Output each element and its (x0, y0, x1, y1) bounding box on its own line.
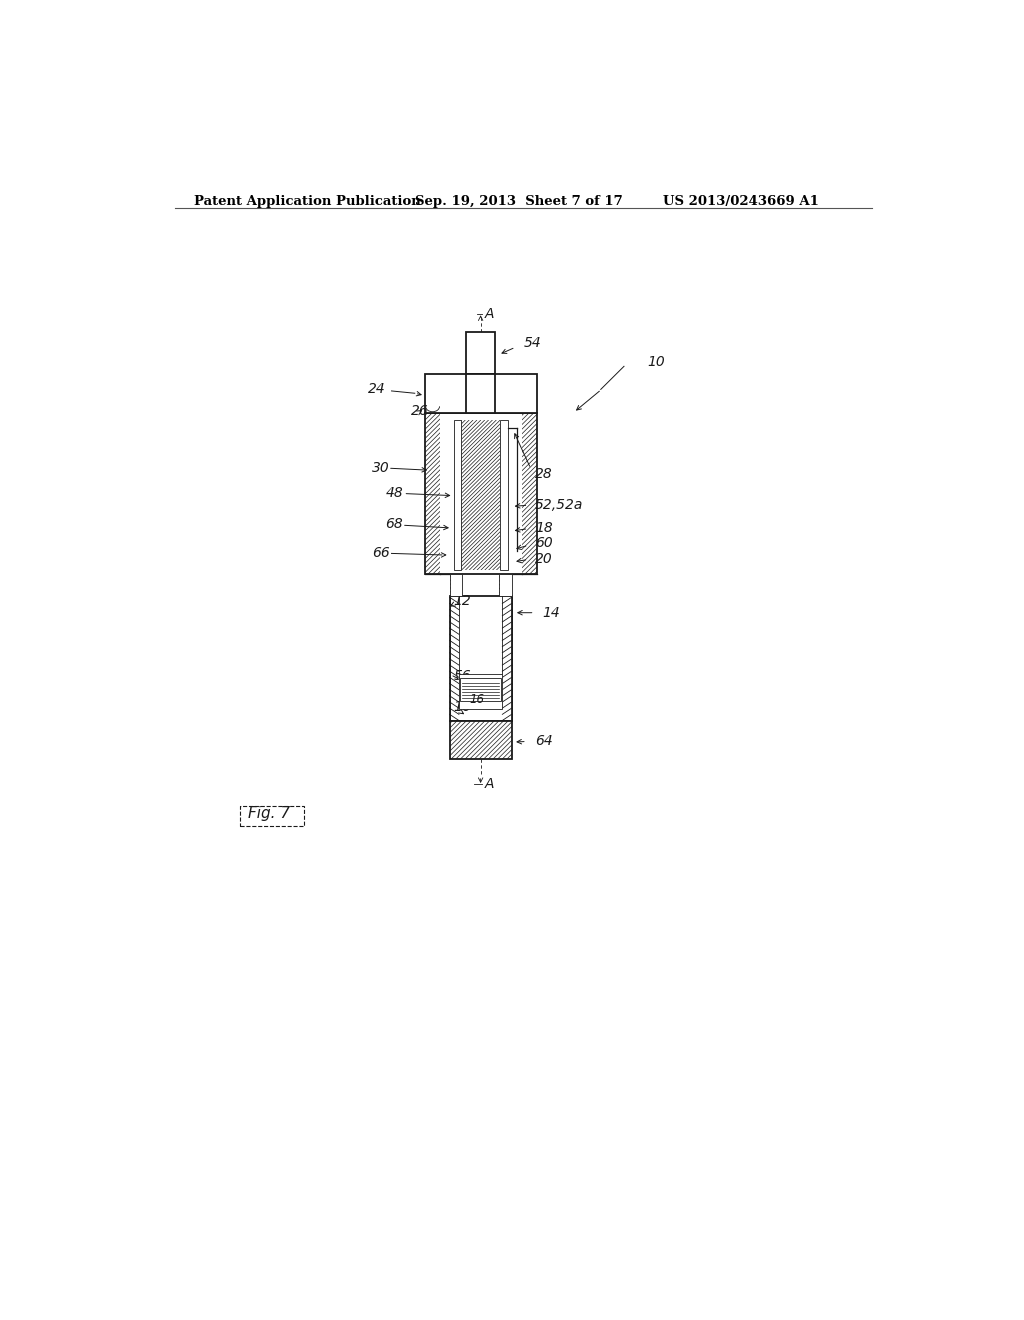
Text: Fig. 7: Fig. 7 (248, 805, 290, 821)
Text: 60: 60 (535, 536, 553, 550)
Text: US 2013/0243669 A1: US 2013/0243669 A1 (663, 195, 818, 209)
Text: 66: 66 (372, 545, 390, 560)
Text: 26: 26 (411, 404, 429, 418)
Text: 24: 24 (369, 383, 386, 396)
Bar (450, 574, 462, 595)
Bar (500, 574, 512, 595)
Text: 16: 16 (469, 693, 484, 706)
Bar (450, 595, 512, 721)
Bar (425, 412, 538, 574)
Text: 30: 30 (372, 461, 390, 475)
Bar (500, 420, 508, 570)
Text: 52,52a: 52,52a (535, 498, 584, 512)
Text: 20: 20 (535, 552, 553, 566)
Bar (461, 678, 501, 701)
Bar (459, 675, 503, 709)
Bar (454, 420, 461, 570)
Text: A: A (484, 776, 494, 791)
Text: 68: 68 (385, 517, 403, 531)
Bar (466, 374, 496, 412)
Text: 16: 16 (454, 700, 471, 714)
Text: Sep. 19, 2013  Sheet 7 of 17: Sep. 19, 2013 Sheet 7 of 17 (415, 195, 623, 209)
Text: 10: 10 (647, 355, 665, 370)
Text: 12: 12 (454, 594, 471, 609)
Text: 18: 18 (535, 521, 553, 535)
Text: 64: 64 (535, 734, 553, 748)
Bar (466, 331, 496, 374)
Text: 56: 56 (454, 669, 471, 682)
Text: 54: 54 (523, 337, 541, 350)
Text: 48: 48 (385, 486, 403, 500)
Text: 28: 28 (535, 467, 553, 480)
Bar (450, 721, 512, 759)
Text: 14: 14 (543, 606, 560, 619)
Text: Patent Application Publication: Patent Application Publication (194, 195, 421, 209)
Text: A: A (484, 308, 494, 321)
Bar (425, 374, 538, 412)
